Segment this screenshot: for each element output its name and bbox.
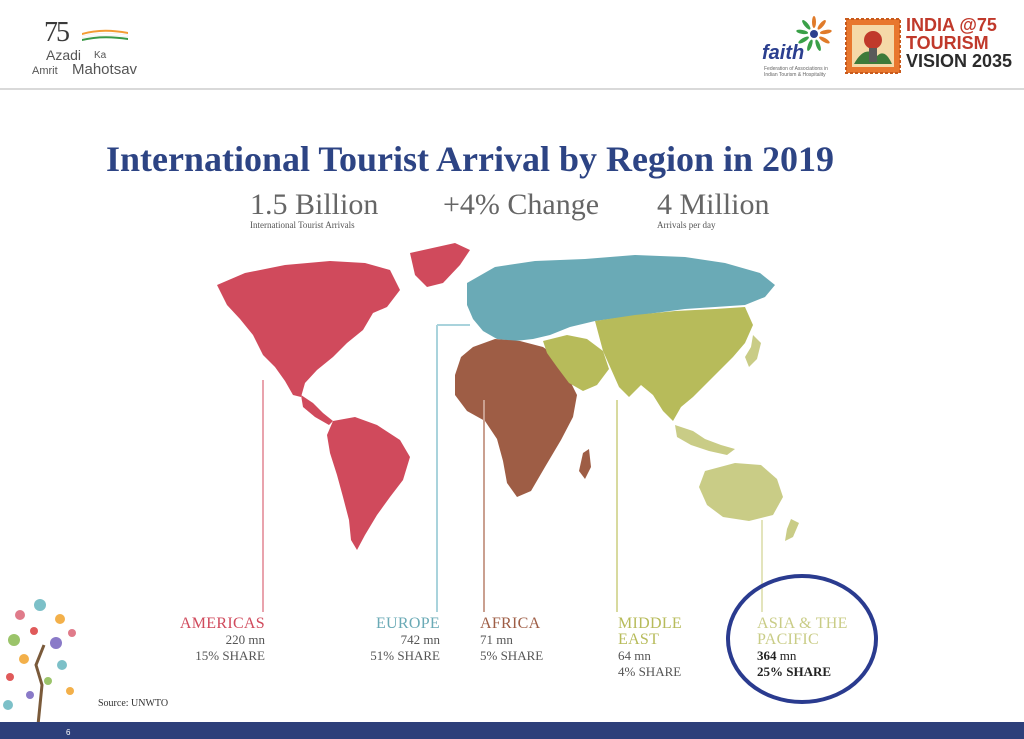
region-arrivals: 71 mn — [480, 632, 513, 647]
map-central-america — [301, 395, 333, 425]
region-europe: EUROPE 742 mn 51% SHARE — [340, 616, 440, 664]
page-number: 6 — [66, 728, 71, 737]
stat-label: International Tourist Arrivals — [250, 220, 355, 230]
map-greenland — [410, 243, 470, 287]
azadi-ka-amrit-mahotsav-logo: 75 Azadi Ka Amrit Mahotsav — [30, 15, 150, 85]
faith-burst-icon — [796, 16, 832, 51]
region-name-line1: MIDDLE — [618, 615, 683, 632]
logo-75: 75 — [44, 17, 70, 48]
map-australia — [699, 463, 783, 521]
region-arrivals: 742 mn — [400, 632, 440, 647]
region-name: EUROPE — [375, 615, 440, 632]
faith-wordmark: faith — [762, 42, 805, 64]
map-madagascar — [579, 449, 591, 479]
logo-mahotsav: Mahotsav — [72, 61, 138, 78]
region-name-line2: EAST — [618, 631, 660, 648]
stat-value: 1.5 Billion — [250, 188, 379, 221]
source-note: Source: UNWTO — [98, 698, 169, 709]
region-share: 15% SHARE — [195, 648, 265, 663]
world-map — [217, 243, 799, 550]
region-middle-east: MIDDLE EAST 64 mn 4% SHARE — [618, 616, 682, 680]
region-arrivals: 220 mn — [225, 632, 265, 647]
map-asia — [595, 307, 753, 421]
stat-label: Arrivals per day — [657, 220, 716, 230]
region-share: 51% SHARE — [370, 648, 440, 663]
region-name: AMERICAS — [179, 615, 265, 632]
slide-header: 75 Azadi Ka Amrit Mahotsav — [0, 0, 1024, 88]
stat-change: +4% Change — [443, 188, 599, 222]
map-japan — [745, 335, 761, 367]
region-africa: AFRICA 71 mn 5% SHARE — [480, 616, 543, 664]
decorative-tree-illustration — [3, 599, 76, 725]
stat-value: +4% Change — [443, 188, 600, 221]
faith-subtitle: Federation of Associations in Indian Tou… — [764, 66, 828, 78]
header-divider — [0, 88, 1024, 90]
map-europe — [467, 255, 775, 341]
region-name: AFRICA — [480, 615, 541, 632]
slide-title: International Tourist Arrival by Region … — [105, 139, 835, 179]
logo-azadi: Azadi — [46, 47, 82, 63]
vision-line-1: INDIA @75 — [906, 15, 997, 35]
india-75-tourism-vision-logo: INDIA @75 TOURISM VISION 2035 — [906, 16, 1012, 70]
stat-arrivals-per-day: 4 Million Arrivals per day — [657, 188, 770, 230]
vision-line-3: VISION 2035 — [906, 51, 1013, 71]
vision-line-2: TOURISM — [906, 33, 989, 53]
tourism-stamp-icon — [845, 18, 901, 74]
footer-bar — [0, 722, 1024, 739]
stat-value: 4 Million — [657, 188, 770, 221]
region-americas: AMERICAS 220 mn 15% SHARE — [165, 616, 265, 664]
logo-amrit: Amrit — [32, 65, 58, 77]
map-south-america — [327, 417, 410, 550]
region-share: 4% SHARE — [618, 664, 682, 679]
logo-ka: Ka — [94, 50, 107, 61]
map-north-america — [217, 261, 400, 397]
map-africa — [455, 339, 577, 497]
region-share: 5% SHARE — [480, 648, 544, 663]
asia-pacific-highlight-circle — [726, 574, 878, 704]
stat-total-arrivals: 1.5 Billion International Tourist Arriva… — [250, 188, 378, 230]
tricolor-swoosh-icon — [82, 29, 128, 41]
map-middle-east — [543, 335, 609, 391]
map-new-zealand — [785, 519, 799, 541]
faith-logo: faith Federation of Associations in Indi… — [760, 14, 840, 84]
region-arrivals: 64 mn — [618, 648, 651, 663]
map-se-asia — [675, 425, 735, 455]
